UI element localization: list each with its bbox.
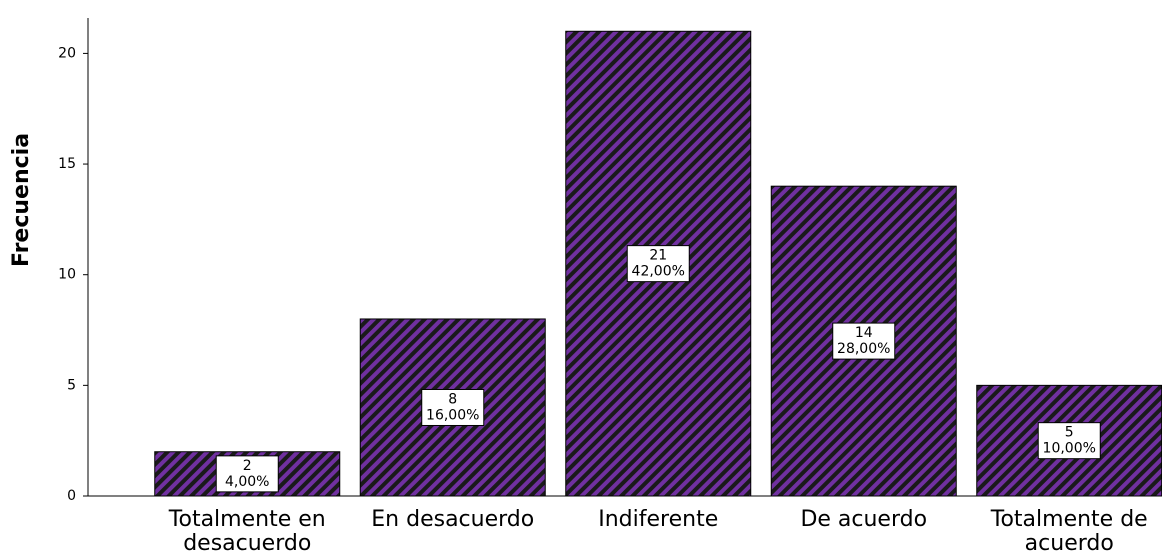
y-axis-title: Frecuencia: [9, 133, 34, 267]
data-label-percent: 16,00%: [426, 407, 479, 423]
data-label: 21: [649, 248, 667, 264]
y-tick-label: 20: [58, 45, 76, 61]
data-label-box: [421, 388, 485, 426]
data-label-percent: 42,00%: [632, 264, 685, 280]
data-label-percent: 28,00%: [837, 341, 890, 357]
y-tick-label: 5: [67, 377, 76, 393]
x-tick-label: Totalmente en desacuerdo: [168, 507, 326, 554]
data-label-percent: 4,00%: [225, 474, 269, 490]
data-label-box: [626, 245, 690, 283]
y-tick-label: 0: [67, 488, 76, 504]
data-label-box: [1037, 422, 1101, 460]
data-label-box: [832, 322, 896, 360]
y-tick-label: 15: [58, 156, 76, 172]
data-label: 14: [855, 325, 873, 341]
data-label: 5: [1065, 425, 1074, 441]
y-tick-label: 10: [58, 267, 76, 283]
data-label-box: [215, 455, 279, 493]
x-tick-label: De acuerdo: [800, 507, 927, 532]
data-label: 2: [243, 458, 252, 474]
data-label-percent: 10,00%: [1043, 441, 1096, 457]
data-label: 8: [448, 391, 457, 407]
x-tick-label: Totalmente de acuerdo: [990, 507, 1148, 554]
x-tick-label: En desacuerdo: [371, 507, 534, 532]
x-tick-label: Indiferente: [598, 507, 718, 532]
